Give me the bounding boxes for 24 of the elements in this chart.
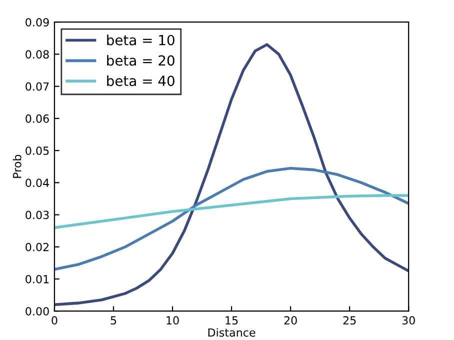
y-tick-label: 0.09 <box>26 18 49 26</box>
y-tick-label: 0.07 <box>26 82 49 91</box>
x-tick-label: 20 <box>284 316 297 325</box>
y-axis-title: Prob <box>12 154 22 178</box>
y-tick-label: 0.04 <box>26 178 49 188</box>
x-tick-label: 10 <box>166 316 179 325</box>
legend-label: beta = 40 <box>107 75 174 86</box>
legend-label: beta = 10 <box>107 34 174 46</box>
y-tick-label: 0.01 <box>26 274 49 284</box>
y-tick-label: 0.02 <box>26 242 49 252</box>
y-tick-label: 0.03 <box>26 210 49 220</box>
x-tick-label: 30 <box>402 316 415 325</box>
x-tick-label: 0 <box>52 316 58 325</box>
x-tick-label: 25 <box>343 316 356 325</box>
legend-label: beta = 20 <box>107 54 174 66</box>
y-tick-label: 0.05 <box>26 146 49 155</box>
y-tick-label: 0.00 <box>26 307 49 316</box>
y-tick-label: 0.08 <box>26 50 49 59</box>
x-tick-label: 15 <box>226 316 238 325</box>
x-tick-label: 5 <box>110 316 116 325</box>
line-series <box>54 194 409 229</box>
y-tick-label: 0.06 <box>26 114 49 123</box>
x-axis-title: Distance <box>208 328 256 337</box>
line-series <box>54 166 409 271</box>
